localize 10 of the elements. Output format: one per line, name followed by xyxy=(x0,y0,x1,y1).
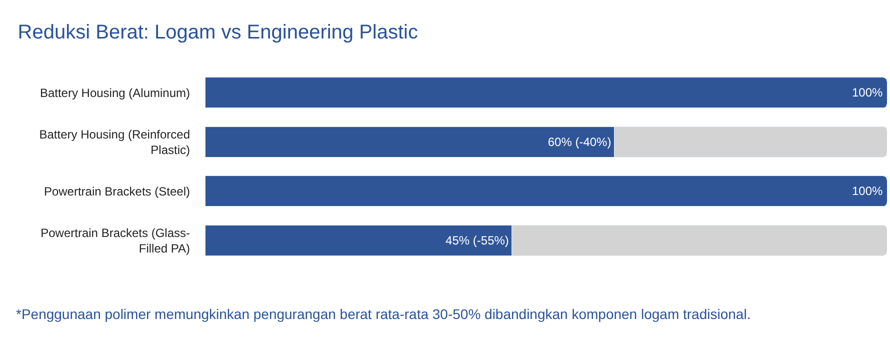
y-tick-label: Battery Housing (Reinforced Plastic) xyxy=(39,127,190,157)
data-label: 45% (-55%) xyxy=(446,233,509,248)
text: *Penggunaan polimer memungkinkan pengurangan berat rata-rata 30-50% dibandingkan komponen logam tradisional. xyxy=(16,306,751,322)
data-label: 100% xyxy=(852,184,883,198)
y-tick-label: Battery Housing (Aluminum) xyxy=(40,86,190,100)
data-label: 60% (-40%) xyxy=(548,134,612,149)
y-tick-label: Powertrain Brackets (Glass-Filled PA) xyxy=(40,226,190,256)
data-label: 100% xyxy=(852,86,883,100)
chart-title: Reduksi Berat: Logam vs Engineering Plastic xyxy=(18,21,418,44)
y-tick-label: Powertrain Brackets (Steel) xyxy=(44,184,190,198)
